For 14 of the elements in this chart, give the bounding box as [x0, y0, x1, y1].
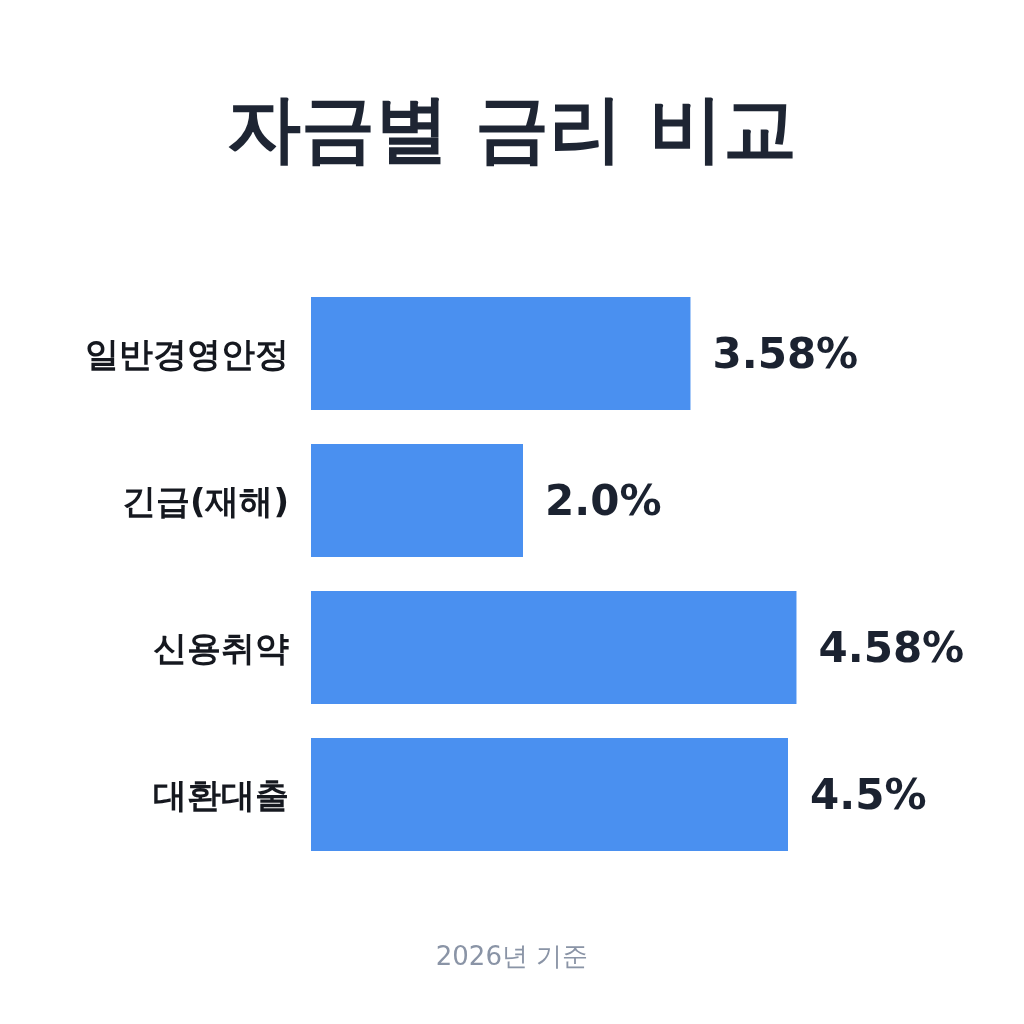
- y-tick-label: 대환대출: [153, 774, 289, 815]
- bar: [311, 737, 788, 852]
- y-tick-label: 긴급(재해): [121, 480, 289, 521]
- data-label: 2.0%: [545, 476, 662, 525]
- bar: [311, 443, 523, 558]
- bar: [311, 296, 691, 411]
- y-tick-label: 일반경영안정: [85, 333, 289, 374]
- data-label: 4.58%: [818, 623, 965, 672]
- chart-title: 자금별 금리 비교: [227, 85, 797, 171]
- y-tick-label: 신용취약: [153, 627, 289, 668]
- data-label: 4.5%: [810, 770, 927, 819]
- text: 2026년 기준: [435, 941, 589, 971]
- data-label: 3.58%: [712, 329, 859, 378]
- bar: [311, 590, 797, 705]
